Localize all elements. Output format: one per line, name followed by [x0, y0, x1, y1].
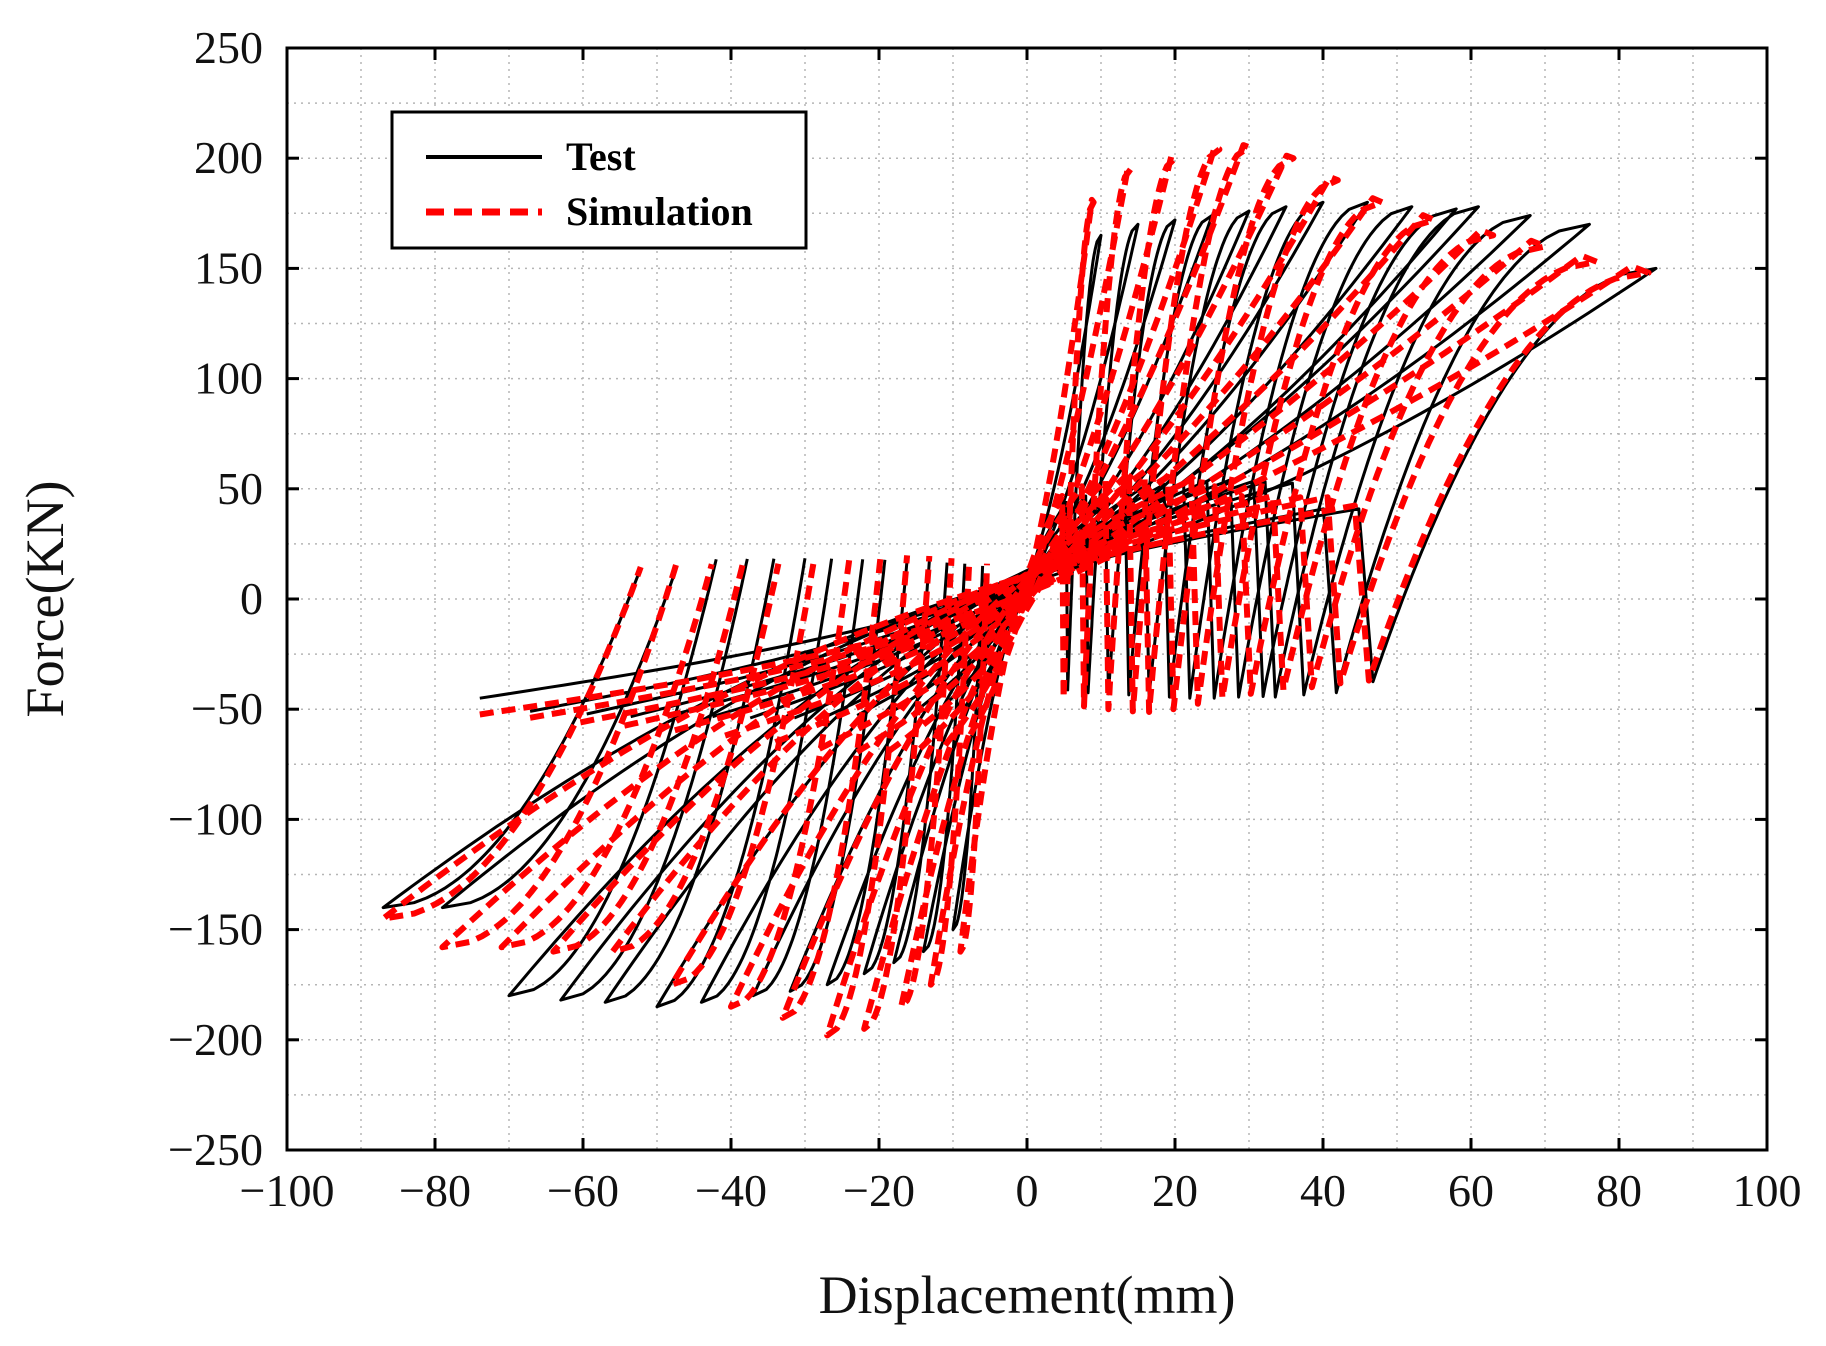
- y-tick-label: 200: [194, 132, 263, 183]
- hysteresis-loop-simulation: [498, 237, 1548, 951]
- x-tick-label: 40: [1300, 1165, 1346, 1216]
- hysteresis-loop-simulation: [779, 152, 1297, 1021]
- hysteresis-loop-simulation: [439, 252, 1600, 951]
- y-tick-label: −150: [168, 904, 263, 955]
- hysteresis-loop-test: [655, 205, 1414, 1009]
- series-simulation: [380, 142, 1652, 1039]
- hysteresis-loop-simulation: [728, 174, 1341, 1010]
- series-layer: [380, 142, 1658, 1039]
- hysteresis-loop-simulation: [609, 212, 1437, 955]
- hysteresis-loop-simulation: [861, 144, 1223, 1032]
- x-tick-label: −40: [695, 1165, 767, 1216]
- legend-label-test: Test: [566, 134, 636, 179]
- x-tick-label: 100: [1733, 1165, 1802, 1216]
- x-axis-label: Displacement(mm): [819, 1265, 1236, 1325]
- hysteresis-loop-simulation: [957, 196, 1097, 955]
- y-tick-label: 50: [217, 463, 263, 514]
- y-tick-label: 0: [240, 573, 263, 624]
- x-tick-labels: −100 −80 −60 −40 −20 0 20 40 60 80 100: [240, 1165, 1802, 1216]
- hysteresis-loop-test: [951, 233, 1103, 932]
- x-tick-label: −60: [547, 1165, 619, 1216]
- y-tick-label: 250: [194, 22, 263, 73]
- hysteresis-loop-test: [699, 200, 1369, 1004]
- x-tick-label: −20: [843, 1165, 915, 1216]
- hysteresis-loop-simulation: [927, 163, 1134, 988]
- x-tick-label: 20: [1152, 1165, 1198, 1216]
- y-tick-label: −250: [168, 1124, 263, 1175]
- hysteresis-loop-test: [921, 222, 1140, 954]
- hysteresis-loop-simulation: [824, 142, 1252, 1039]
- x-tick-label: 60: [1448, 1165, 1494, 1216]
- y-tick-label: 100: [194, 353, 263, 404]
- x-tick-label: −100: [240, 1165, 335, 1216]
- hysteresis-loop-test: [559, 205, 1480, 1002]
- y-tick-label: −100: [168, 793, 263, 844]
- y-tick-labels: −250 −200 −150 −100 −50 0 50 100 150 200 250: [168, 22, 263, 1175]
- hysteresis-loop-test: [751, 200, 1325, 998]
- legend: Test Simulation: [390, 110, 808, 250]
- y-tick-label: 150: [194, 242, 263, 293]
- hysteresis-loop-simulation: [550, 227, 1497, 955]
- x-tick-label: −80: [399, 1165, 471, 1216]
- y-tick-label: −200: [168, 1014, 263, 1065]
- legend-label-simulation: Simulation: [566, 189, 753, 234]
- x-tick-label: 0: [1016, 1165, 1039, 1216]
- legend-box: [390, 110, 808, 250]
- axis-ticks: [285, 46, 1769, 1152]
- hysteresis-loop-simulation: [380, 263, 1652, 922]
- hysteresis-loop-simulation: [898, 152, 1178, 1010]
- hysteresis-loop-test: [381, 266, 1658, 910]
- x-tick-label: 80: [1596, 1165, 1642, 1216]
- y-tick-label: −50: [191, 683, 263, 734]
- y-axis-label: Force(KN): [15, 481, 75, 718]
